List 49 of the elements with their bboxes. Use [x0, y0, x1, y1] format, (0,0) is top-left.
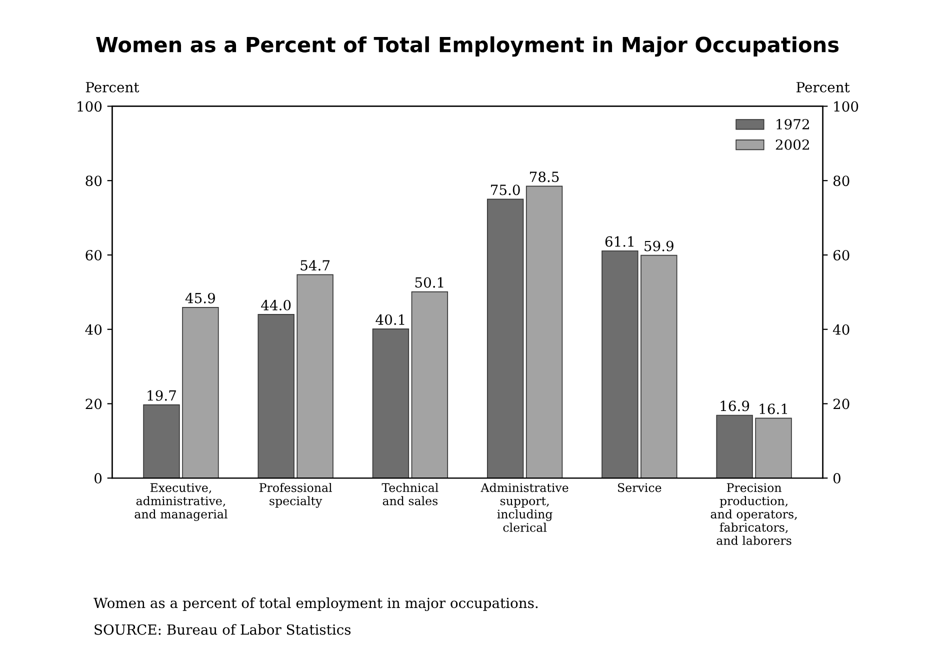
data-label: 16.1 [760, 404, 788, 414]
bar [716, 414, 753, 478]
text: Women as a percent of total employment in major occupations. [94, 597, 538, 612]
data-label: 61.1 [605, 236, 634, 247]
y-tick-label: 60 [86, 250, 102, 260]
y2-axis-title: Percent [796, 82, 850, 92]
bar [258, 314, 294, 478]
source-note: SOURCE: Bureau of Labor Statistics [94, 624, 351, 635]
y-tick-label: 0 [94, 473, 102, 484]
y2-tick-label: 20 [833, 398, 850, 410]
data-label: 45.9 [185, 292, 215, 304]
data-label: 44.0 [261, 300, 291, 310]
y2-tick-label: 40 [832, 324, 850, 335]
x-tick-label: Professional specialty [260, 482, 332, 508]
y-axis-title: Percent [86, 82, 140, 92]
x-tick-label: Executive, administrative, and managerial [134, 483, 228, 521]
bar [296, 274, 334, 478]
y2-tick-label: 0 [833, 473, 840, 484]
data-label: 40.1 [376, 314, 404, 325]
bar [411, 291, 448, 478]
data-label: 16.9 [720, 400, 750, 412]
legend-label: 2002 [776, 139, 809, 150]
bar [143, 404, 180, 478]
data-label: 19.7 [148, 390, 176, 401]
x-tick-label: Technical and sales [382, 482, 438, 506]
data-label: 50.1 [415, 277, 444, 288]
y-tick-label: 80 [86, 176, 102, 186]
x-tick-label: Precision production, and operators, fabricators, and laborers [710, 483, 797, 545]
bar [602, 250, 638, 478]
x-tick-label: Service [618, 483, 662, 492]
bar [755, 418, 792, 478]
bar [640, 254, 678, 478]
y-tick-label: 100 [78, 101, 102, 112]
y2-tick-label: 100 [834, 101, 858, 112]
x-tick-label: Administrative support, including clerical [480, 482, 568, 532]
chart-title: Women as a Percent of Total Employment in Major Occupations [96, 36, 839, 57]
bar [182, 306, 219, 478]
bar [526, 186, 563, 478]
data-label: 75.0 [491, 184, 520, 196]
bar [486, 198, 524, 478]
legend-label: 1972 [776, 118, 809, 130]
data-label: 78.5 [530, 172, 559, 182]
y2-tick-label: 80 [833, 176, 850, 186]
y-tick-label: 20 [86, 398, 102, 410]
data-label: 54.7 [300, 260, 330, 271]
bar [372, 328, 410, 478]
data-label: 59.9 [644, 240, 674, 252]
y2-tick-label: 60 [833, 250, 850, 260]
y-tick-label: 40 [85, 324, 102, 335]
